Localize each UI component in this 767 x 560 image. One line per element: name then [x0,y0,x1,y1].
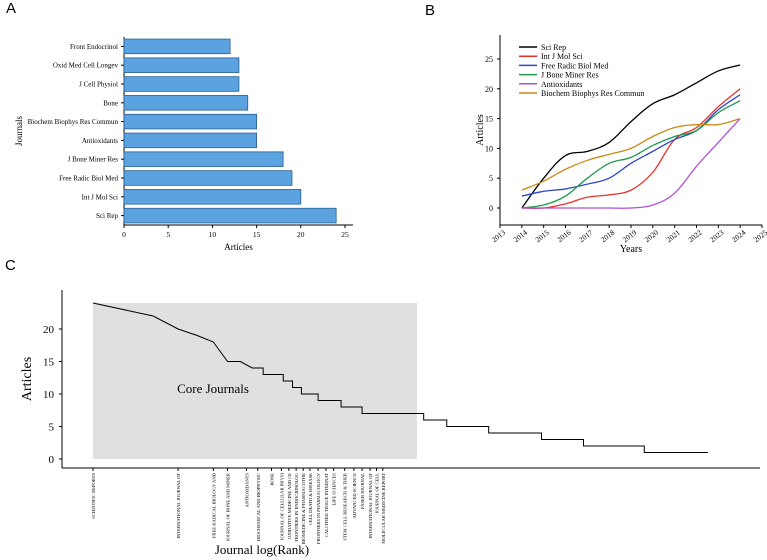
journal-label-c: SCIENTIFIC REPORTS [91,473,96,519]
journal-label-c: FREE RADICAL BIOLOGY AND [211,472,216,538]
legend-label-b: Free Radic Biol Med [541,61,608,70]
category-label-a: J Cell Physiol [79,81,118,89]
tick-label-a-x: 25 [341,230,349,239]
journal-label-c: MOLECULAR MEDICINE REPORT [381,473,386,544]
ylabel-b: Articles [475,114,486,146]
journal-label-c: ANTIOXIDANTS [244,473,249,508]
core-journals-annotation: Core Journals [177,381,249,396]
journal-label-c: JOURNAL OF BONE AND MINER [226,472,231,541]
tick-label-b-y: 5 [489,174,493,183]
ylabel-a: Journals [14,116,24,146]
journal-label-c: FASEB JOURNAL [360,473,365,509]
tick-label-b-y: 25 [485,55,493,64]
journal-label-c: CELL DEATH & DISEASE [308,473,313,525]
tick-label-a-x: 0 [122,230,126,239]
journal-label-c: FRONTIERS IN PHARMACOLOGY [316,472,321,544]
tick-label-b-y: 0 [489,204,493,213]
tick-label-b-y: 20 [485,85,493,94]
category-label-a: Bone [103,99,118,107]
category-label-a: Biochem Biophys Res Commun [28,118,119,126]
journal-label-c: INTERNATIONAL JOURNAL OF [368,473,373,539]
tick-label-a-x: 15 [253,230,261,239]
bradford-step-line [92,302,708,453]
series-line-b [521,100,741,209]
tick-label-a-x: 10 [209,230,217,239]
xlabel-b: Years [620,244,642,255]
journal-label-c: CALCIFIED TISSUE INTERNAT [324,473,329,537]
category-label-a: Free Radic Biol Med [59,175,118,183]
journal-label-c: ADVANCED SCIENCE [352,473,357,519]
journal-label-c: STEM CELL RESEARCH & THER [343,472,348,541]
legend-label-b: J Bone Miner Res [541,71,599,80]
category-label-a: Front Endocrinol [70,43,118,51]
tick-label-b-y: 10 [485,144,493,153]
tick-label-a-x: 5 [166,230,170,239]
series-line-b [521,64,741,209]
category-label-a: Int J Mol Sci [82,193,118,201]
panel-label-c: C [5,257,16,274]
journal-label-c: OXIDATIVE MEDICINE AND CE [287,473,292,539]
tick-label-a-x: 20 [297,230,305,239]
tick-label-c-y: 10 [43,389,55,401]
tick-label-c-y: 20 [43,324,55,336]
journal-label-c: BONE [269,473,274,486]
journal-label-c: JOURNAL OF CELL [374,473,379,514]
core-region [93,303,417,459]
journal-label-c: JOURNAL OF CELLULAR PHYSI [279,473,284,541]
xlabel-a: Articles [224,242,253,252]
legend-label-b: Biochem Biophys Res Commun [541,89,644,98]
legend-label-b: Sci Rep [541,43,566,52]
category-label-a: Sci Rep [96,212,118,220]
journal-label-c: FRONTIERS IN ENDOCRINOLOG [294,472,299,541]
journal-label-c: BIOCHEMICAL AND BIOPHYSIC [256,473,261,541]
tick-label-b-y: 15 [485,115,493,124]
journal-label-c: INTERNATIONAL JOURNAL OF [176,473,181,539]
category-label-a: Oxid Med Cell Longev [53,62,119,70]
panel-label-a: A [6,0,17,17]
journal-label-c: LIFE SCIENCES [332,473,337,506]
panel-label-b: B [425,2,436,19]
legend-label-b: Antioxidants [541,80,582,89]
tick-label-c-y: 15 [43,357,55,369]
category-label-a: J Bone Miner Res [68,156,119,164]
series-line-b [521,118,741,209]
tick-label-c-y: 5 [49,422,55,434]
ylabel-c: Articles [20,357,35,401]
series-line-b [521,88,741,209]
xlabel-c: Journal log(Rank) [215,542,309,557]
tick-label-c-y: 0 [49,454,55,466]
series-line-b [521,117,741,191]
journal-label-c: BIOMEDICINE & PHARMACOTHE [301,473,306,544]
legend-label-b: Int J Mol Sci [541,52,583,61]
category-label-a: Antioxidants [82,137,118,145]
